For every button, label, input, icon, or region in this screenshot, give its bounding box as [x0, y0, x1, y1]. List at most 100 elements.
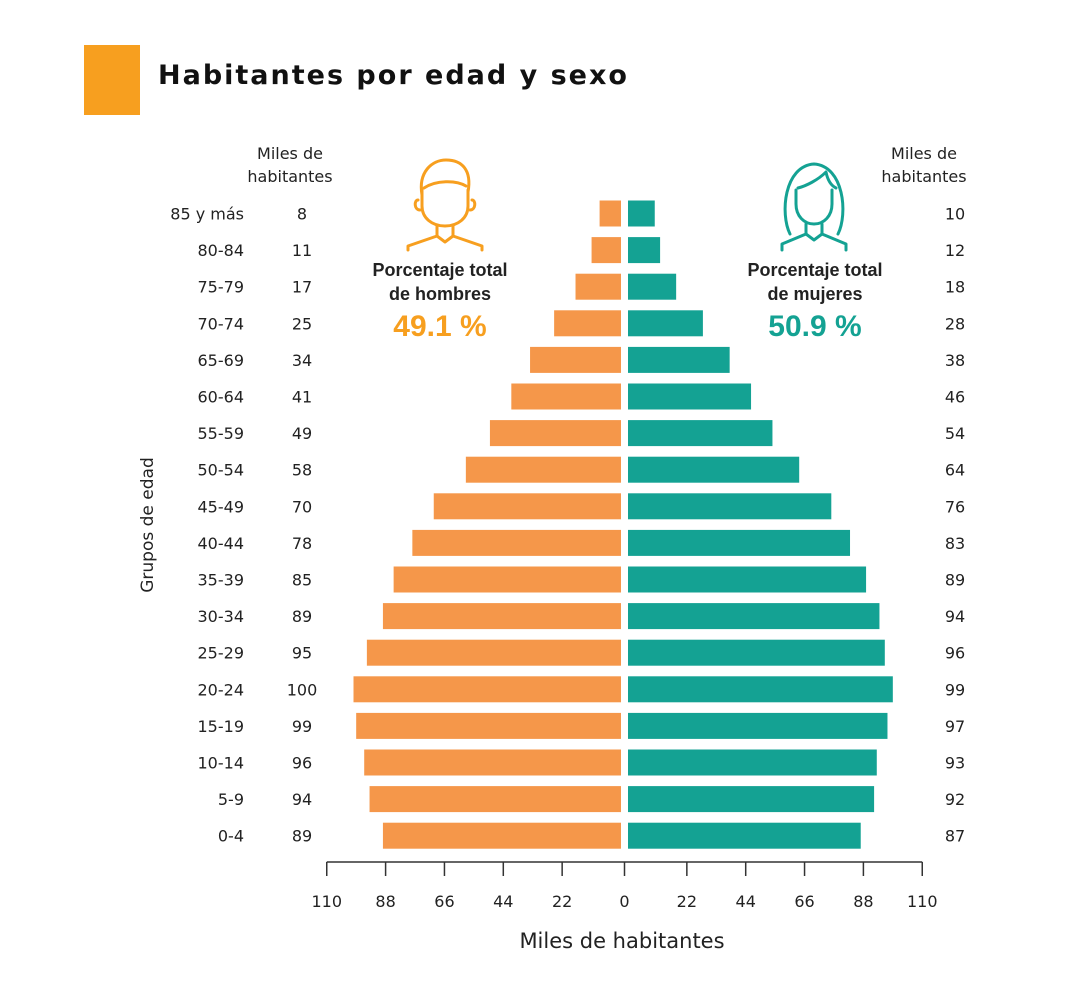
women-bar-35-39 [628, 566, 867, 593]
women-value-label: 97 [945, 717, 965, 736]
x-tick-label: 66 [434, 892, 454, 911]
women-bar-30-34 [628, 603, 880, 630]
men-value-label: 49 [292, 424, 312, 443]
men-bar-30-34 [382, 603, 621, 630]
age-group-label: 45-49 [198, 497, 245, 516]
women-value-label: 96 [945, 644, 965, 663]
women-bar-0-4 [628, 822, 861, 849]
women-value-label: 92 [945, 790, 965, 809]
women-value-label: 18 [945, 278, 965, 297]
men-value-label: 25 [292, 314, 312, 333]
men-bar-35-39 [393, 566, 621, 593]
men-value-label: 8 [297, 205, 307, 224]
men-bar-20-24 [353, 676, 621, 703]
men-bar-60-64 [511, 383, 621, 410]
women-bar-10-14 [628, 749, 877, 776]
women-value-label: 87 [945, 827, 965, 846]
men-value-label: 89 [292, 827, 312, 846]
title-accent-square [84, 45, 140, 115]
right-column-header-line2: habitantes [881, 167, 966, 186]
women-value-label: 54 [945, 424, 965, 443]
woman-icon [780, 162, 848, 252]
women-bar-60-64 [628, 383, 752, 410]
right-column-header-line1: Miles de [891, 144, 957, 163]
women-value-label: 93 [945, 754, 965, 773]
age-group-label: 0-4 [218, 827, 244, 846]
age-group-label: 10-14 [198, 754, 245, 773]
men-value-label: 34 [292, 351, 312, 370]
age-group-label: 20-24 [198, 680, 245, 699]
men-bar-50-54 [465, 456, 621, 483]
age-group-label: 80-84 [198, 241, 245, 260]
men-percentage-label-line2: de hombres [389, 284, 491, 304]
women-percentage-label-line1: Porcentaje total [747, 260, 882, 280]
women-value-label: 10 [945, 205, 965, 224]
x-tick-label: 44 [493, 892, 513, 911]
men-bar-55-59 [489, 420, 621, 447]
left-column-header-line2: habitantes [247, 167, 332, 186]
left-column-header-line1: Miles de [257, 144, 323, 163]
women-bar-5-9 [628, 786, 875, 813]
age-group-label: 75-79 [198, 278, 245, 297]
y-axis-title: Grupos de edad [138, 457, 158, 593]
men-bar-0-4 [382, 822, 621, 849]
women-value-label: 12 [945, 241, 965, 260]
x-tick-label: 110 [311, 892, 342, 911]
age-group-label: 25-29 [198, 644, 245, 663]
x-tick-label: 22 [552, 892, 572, 911]
men-bar-40-44 [412, 529, 621, 556]
men-bar-10-14 [364, 749, 621, 776]
women-bar-50-54 [628, 456, 800, 483]
age-group-label: 70-74 [198, 314, 245, 333]
men-value-label: 41 [292, 388, 312, 407]
value-labels: 85 y más 8 10 80-84 11 12 75-79 17 18 70-74 25 28 65… [170, 205, 965, 846]
x-tick-label: 110 [907, 892, 938, 911]
age-group-label: 15-19 [198, 717, 245, 736]
x-axis: 110 88 66 44 22 0 22 44 66 88 110 [311, 861, 938, 911]
age-group-label: 55-59 [198, 424, 245, 443]
men-percentage-value: 49.1 % [393, 310, 486, 343]
women-value-label: 46 [945, 388, 965, 407]
x-tick-label: 44 [736, 892, 756, 911]
men-bar-25-29 [366, 639, 621, 666]
women-bar-85 y más [628, 200, 655, 227]
women-value-label: 28 [945, 314, 965, 333]
women-value-label: 38 [945, 351, 965, 370]
women-value-label: 99 [945, 680, 965, 699]
men-value-label: 70 [292, 497, 312, 516]
women-percentage-label-line2: de mujeres [767, 284, 862, 304]
women-bar-15-19 [628, 712, 888, 739]
men-bars [353, 200, 621, 849]
men-value-label: 17 [292, 278, 312, 297]
men-bar-65-69 [530, 346, 621, 373]
women-bar-55-59 [628, 420, 773, 447]
men-value-label: 58 [292, 461, 312, 480]
women-bar-25-29 [628, 639, 885, 666]
men-bar-5-9 [369, 786, 621, 813]
x-tick-label: 0 [619, 892, 629, 911]
men-value-label: 99 [292, 717, 312, 736]
man-icon [406, 158, 484, 252]
men-value-label: 85 [292, 571, 312, 590]
men-value-label: 94 [292, 790, 312, 809]
women-bar-65-69 [628, 346, 730, 373]
age-group-label: 5-9 [218, 790, 244, 809]
women-bars [628, 200, 893, 849]
men-bar-70-74 [554, 310, 621, 337]
x-tick-label: 88 [853, 892, 873, 911]
x-tick-label: 22 [677, 892, 697, 911]
x-axis-title: Miles de habitantes [519, 929, 724, 953]
men-value-label: 89 [292, 607, 312, 626]
women-value-label: 76 [945, 497, 965, 516]
age-group-label: 60-64 [198, 388, 245, 407]
women-value-label: 89 [945, 571, 965, 590]
women-bar-70-74 [628, 310, 703, 337]
women-value-label: 94 [945, 607, 965, 626]
men-percentage-label-line1: Porcentaje total [372, 260, 507, 280]
age-group-label: 85 y más [170, 205, 244, 224]
women-value-label: 83 [945, 534, 965, 553]
men-value-label: 11 [292, 241, 312, 260]
age-group-label: 35-39 [198, 571, 245, 590]
chart-title: Habitantes por edad y sexo [158, 60, 629, 91]
